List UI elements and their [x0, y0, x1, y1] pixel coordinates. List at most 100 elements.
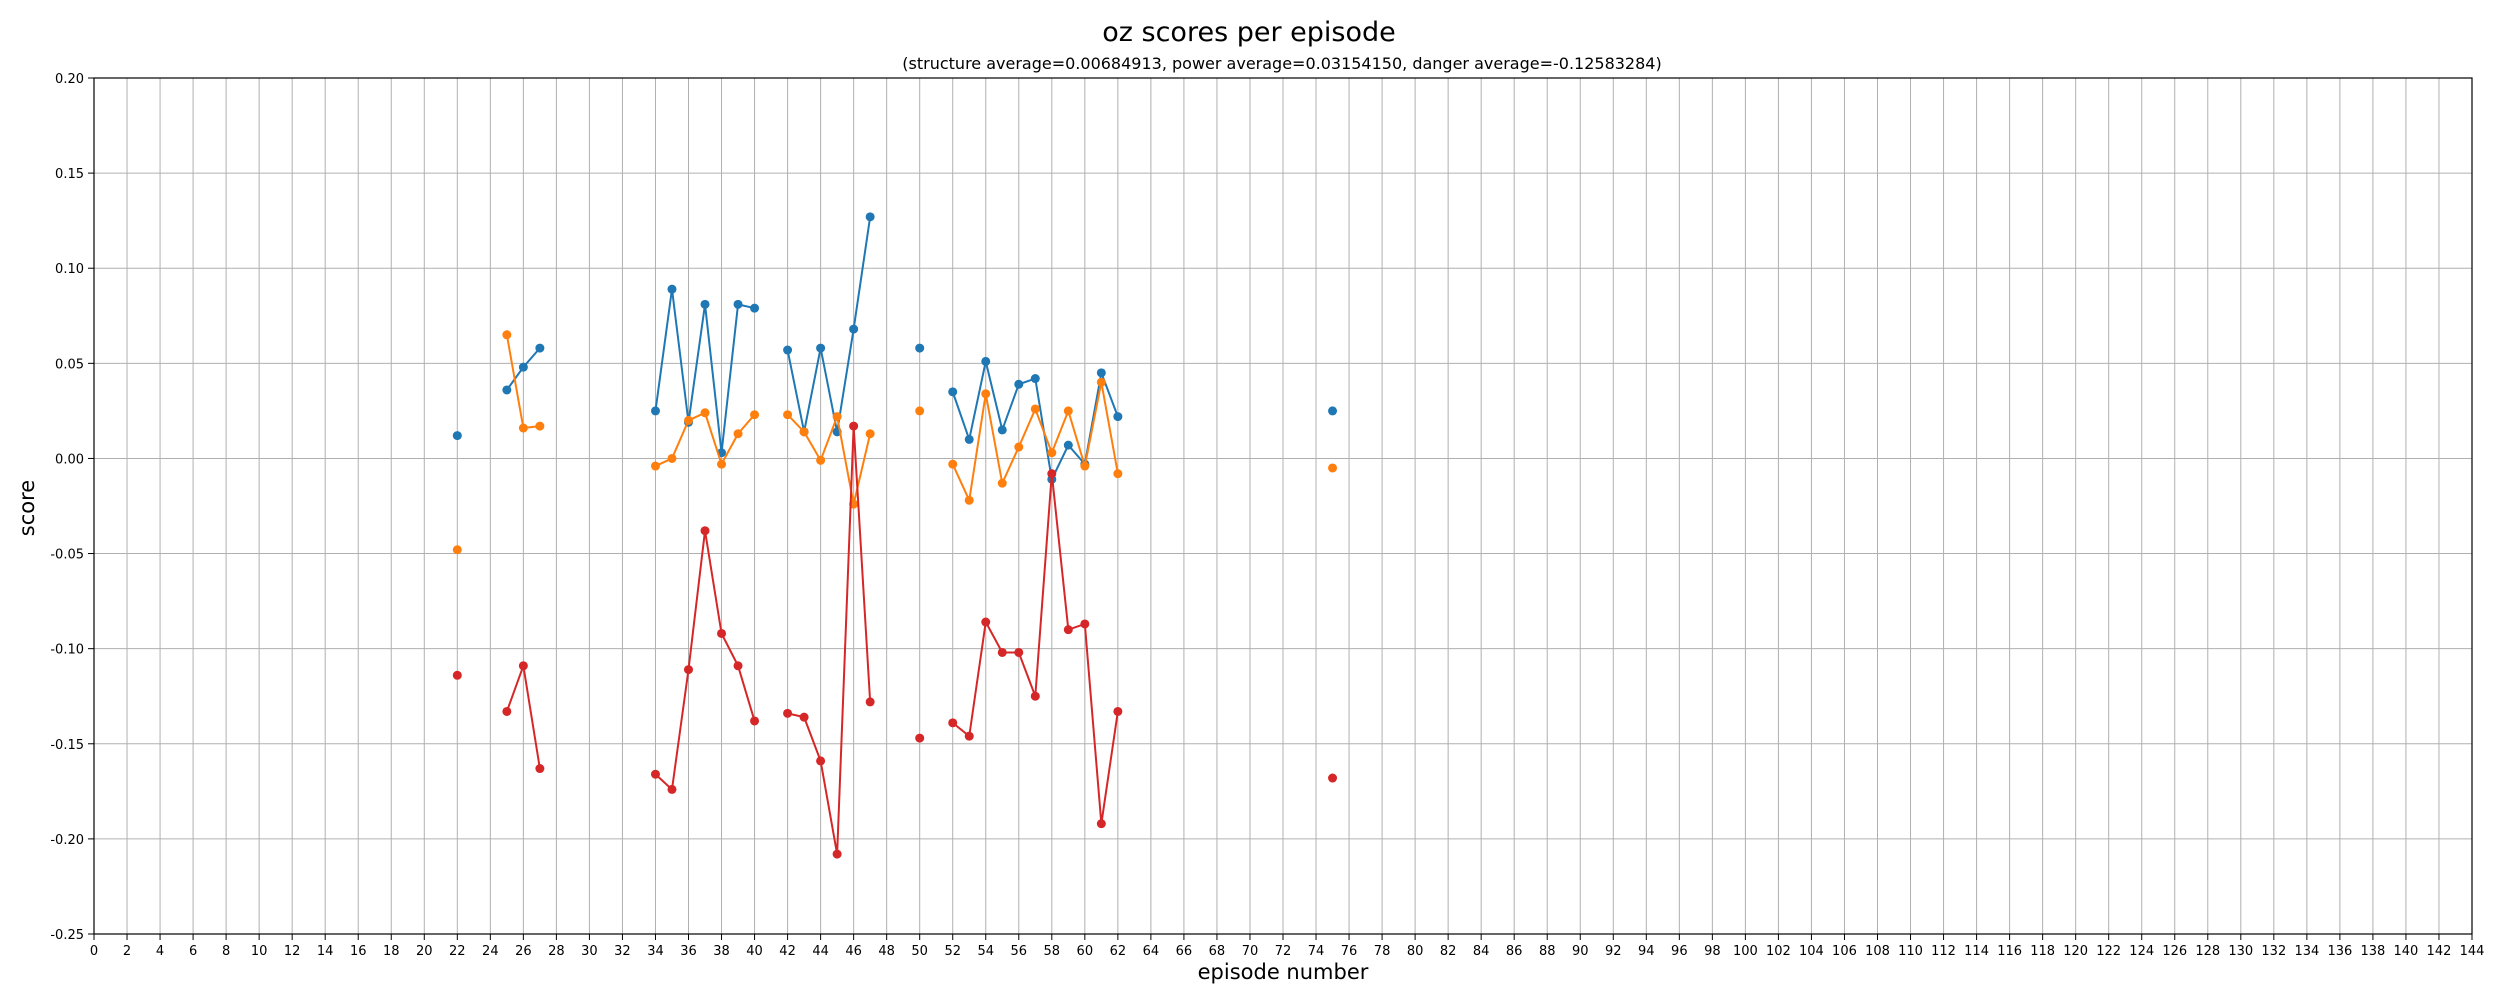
- x-tick-label: 74: [1308, 944, 1325, 959]
- x-tick-label: 6: [189, 944, 197, 959]
- data-point: [518, 661, 528, 671]
- x-tick-label: 124: [2129, 944, 2154, 959]
- data-point: [1080, 619, 1090, 629]
- x-tick-label: 72: [1275, 944, 1292, 959]
- series-3: [452, 421, 1338, 859]
- x-tick-label: 130: [2228, 944, 2253, 959]
- data-point: [733, 661, 743, 671]
- data-point: [750, 303, 760, 313]
- x-tick-label: 8: [222, 944, 230, 959]
- data-point: [535, 343, 545, 353]
- x-tick-label: 90: [1572, 944, 1589, 959]
- x-tick-label: 26: [515, 944, 532, 959]
- data-point: [1328, 406, 1338, 416]
- data-point: [981, 389, 991, 399]
- data-point: [915, 406, 925, 416]
- x-tick-label: 104: [1799, 944, 1824, 959]
- x-tick-label: 18: [383, 944, 400, 959]
- series-group: [452, 212, 1338, 859]
- data-point: [1096, 368, 1106, 378]
- data-point: [849, 324, 859, 334]
- x-tick-label: 80: [1407, 944, 1424, 959]
- axes: 0 2 4 6 8 10 12 14 16 18 20 22 24 26 28 30 32 34 36 38 40 42 4…: [50, 72, 2484, 959]
- x-tick-label: 102: [1766, 944, 1791, 959]
- data-point: [816, 756, 826, 766]
- data-point: [1063, 406, 1073, 416]
- data-point: [1030, 691, 1040, 701]
- data-point: [1096, 819, 1106, 829]
- x-tick-label: 122: [2096, 944, 2121, 959]
- data-point: [948, 718, 958, 728]
- x-tick-label: 114: [1964, 944, 1989, 959]
- x-tick-label: 128: [2195, 944, 2220, 959]
- data-point: [1113, 706, 1123, 716]
- x-tick-label: 108: [1865, 944, 1890, 959]
- data-point: [948, 459, 958, 469]
- data-point: [750, 410, 760, 420]
- data-point: [1014, 647, 1024, 657]
- x-tick-label: 46: [845, 944, 862, 959]
- x-tick-label: 92: [1605, 944, 1622, 959]
- x-tick-label: 0: [90, 944, 98, 959]
- data-point: [915, 343, 925, 353]
- x-tick-label: 110: [1898, 944, 1923, 959]
- x-tick-label: 126: [2162, 944, 2187, 959]
- x-tick-label: 44: [812, 944, 829, 959]
- x-tick-label: 100: [1733, 944, 1758, 959]
- y-tick-label: 0.20: [55, 72, 84, 87]
- data-point: [667, 784, 677, 794]
- data-point: [865, 697, 875, 707]
- x-axis-label: episode number: [1198, 960, 1369, 984]
- y-axis-label: score: [15, 480, 39, 536]
- data-point: [667, 453, 677, 463]
- x-tick-label: 106: [1832, 944, 1857, 959]
- data-point: [452, 545, 462, 555]
- x-tick-label: 32: [614, 944, 631, 959]
- x-tick-label: 84: [1473, 944, 1490, 959]
- x-tick-label: 2: [123, 944, 131, 959]
- chart-subtitle: (structure average=0.00684913, power ave…: [902, 54, 1661, 73]
- data-point: [1047, 448, 1057, 458]
- x-tick-label: 94: [1638, 944, 1655, 959]
- x-tick-label: 38: [713, 944, 730, 959]
- x-tick-label: 136: [2327, 944, 2352, 959]
- x-tick-label: 68: [1209, 944, 1226, 959]
- data-point: [1080, 461, 1090, 471]
- x-tick-label: 132: [2261, 944, 2286, 959]
- data-point: [502, 706, 512, 716]
- x-tick-label: 42: [779, 944, 796, 959]
- data-point: [1328, 463, 1338, 473]
- x-tick-label: 66: [1176, 944, 1193, 959]
- series-1: [452, 212, 1338, 484]
- x-tick-label: 56: [1011, 944, 1028, 959]
- data-point: [783, 345, 793, 355]
- data-point: [964, 495, 974, 505]
- x-tick-label: 64: [1143, 944, 1160, 959]
- data-point: [518, 362, 528, 372]
- data-point: [452, 670, 462, 680]
- data-point: [997, 478, 1007, 488]
- data-point: [1063, 440, 1073, 450]
- x-tick-label: 138: [2361, 944, 2386, 959]
- x-tick-label: 40: [746, 944, 763, 959]
- data-point: [535, 421, 545, 431]
- data-point: [667, 284, 677, 294]
- data-point: [717, 459, 727, 469]
- x-tick-label: 86: [1506, 944, 1523, 959]
- data-point: [964, 434, 974, 444]
- data-point: [816, 343, 826, 353]
- x-tick-label: 48: [878, 944, 895, 959]
- x-tick-label: 62: [1110, 944, 1127, 959]
- x-tick-label: 58: [1044, 944, 1061, 959]
- data-point: [997, 425, 1007, 435]
- data-point: [1030, 404, 1040, 414]
- x-tick-label: 82: [1440, 944, 1457, 959]
- series-line: [786, 216, 872, 433]
- data-point: [783, 410, 793, 420]
- data-point: [535, 764, 545, 774]
- x-tick-label: 112: [1931, 944, 1956, 959]
- data-point: [832, 412, 842, 422]
- data-point: [981, 356, 991, 366]
